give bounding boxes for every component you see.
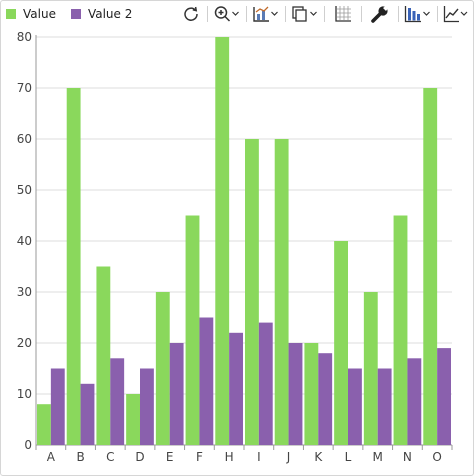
x-tick-label: B <box>76 450 84 464</box>
toolbar-separator <box>437 6 438 22</box>
y-tick-label: 70 <box>17 81 32 95</box>
copy-icon[interactable] <box>290 3 320 25</box>
bar-value-2 <box>199 317 214 445</box>
bar-value-2 <box>50 368 65 445</box>
bar-value <box>215 37 230 445</box>
bar-value <box>126 394 140 445</box>
bar-value <box>245 139 259 445</box>
bar-value <box>423 88 438 445</box>
toolbar-separator <box>207 6 208 22</box>
y-tick-label: 20 <box>17 336 32 350</box>
y-tick-label: 50 <box>17 183 32 197</box>
toolbar-separator <box>361 6 362 22</box>
zoom-icon[interactable] <box>212 3 242 25</box>
bar-value-2 <box>348 368 362 445</box>
x-tick-label: A <box>47 450 56 464</box>
bar-value-2 <box>318 353 333 445</box>
x-tick-label: N <box>403 450 412 464</box>
bar-value-2 <box>377 368 392 445</box>
y-tick-label: 40 <box>17 234 32 248</box>
x-tick-label: F <box>196 450 203 464</box>
chart-type-icon[interactable] <box>251 3 281 25</box>
bar-value <box>66 88 81 445</box>
toolbar-separator <box>246 6 247 22</box>
legend-label-value-2: Value 2 <box>87 7 133 21</box>
legend: Value Value 2 <box>6 5 147 23</box>
toolbar-separator <box>324 6 325 22</box>
y-tick-label: 0 <box>24 438 32 452</box>
bar-value <box>185 215 200 445</box>
bar-value-2 <box>407 358 422 445</box>
toolbar-separator <box>285 6 286 22</box>
legend-swatch-value-2 <box>70 9 81 19</box>
bar-value-2 <box>140 368 154 445</box>
y-tick-label: 80 <box>17 30 32 44</box>
bar-value-2 <box>110 358 125 445</box>
bar-chart-icon[interactable] <box>403 3 433 25</box>
bar-value-2 <box>288 343 303 445</box>
chart-toolbar <box>179 2 470 26</box>
legend-label-value: Value <box>23 7 56 21</box>
bar-value-2 <box>80 383 95 445</box>
bar-value-2 <box>229 332 243 445</box>
x-tick-label: E <box>166 450 174 464</box>
bar-value-2 <box>258 322 273 445</box>
bar-value <box>393 215 408 445</box>
x-tick-label: O <box>432 450 441 464</box>
grid-icon[interactable] <box>329 3 357 25</box>
trend-line-icon[interactable] <box>442 3 470 25</box>
legend-swatch-value <box>6 9 16 19</box>
reset-rotate-icon[interactable] <box>179 3 203 25</box>
bar-value <box>304 343 319 445</box>
bar-value <box>155 292 170 445</box>
y-tick-label: 60 <box>17 132 32 146</box>
bar-value-2 <box>169 343 184 445</box>
x-tick-label: I <box>257 450 261 464</box>
bar-value <box>363 292 378 445</box>
bar-value-2 <box>437 348 451 445</box>
bar-value <box>96 266 111 445</box>
x-tick-label: L <box>345 450 352 464</box>
bar-value <box>334 241 348 445</box>
x-tick-label: H <box>225 450 234 464</box>
x-tick-label: K <box>314 450 323 464</box>
legend-item-value-2[interactable]: Value 2 <box>70 7 133 21</box>
x-tick-label: C <box>106 450 114 464</box>
y-tick-label: 30 <box>17 285 32 299</box>
legend-item-value[interactable]: Value <box>6 7 56 21</box>
toolbar-separator <box>398 6 399 22</box>
x-tick-label: J <box>286 450 291 464</box>
bar-value <box>37 404 51 445</box>
x-tick-label: M <box>373 450 383 464</box>
bar-value <box>274 139 289 445</box>
x-tick-label: D <box>135 450 144 464</box>
wrench-icon[interactable] <box>366 3 394 25</box>
y-tick-label: 10 <box>17 387 32 401</box>
